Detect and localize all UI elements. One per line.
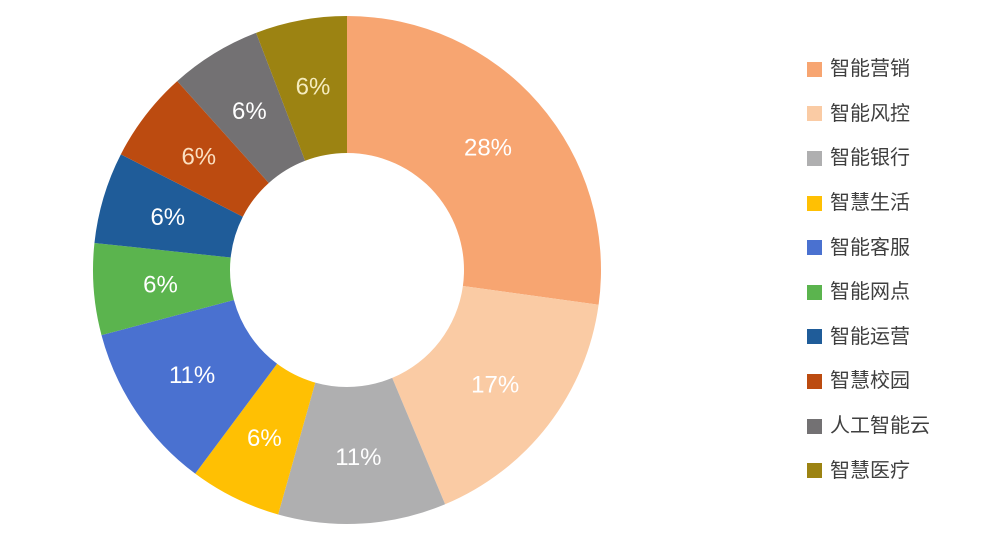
slice-value-label-5: 6% [143,272,178,299]
legend-swatch-icon [807,150,822,166]
legend: 智能营销智能风控智能银行智慧生活智能客服智能网点智能运营智慧校园人工智能云智慧医… [807,47,930,493]
legend-label: 智慧医疗 [830,459,910,482]
legend-label: 智能风控 [830,102,910,125]
pie-slice-4 [101,299,278,474]
pie-slice-6 [94,154,243,258]
legend-item-9: 智慧医疗 [807,448,930,493]
legend-swatch-icon [807,463,822,479]
slice-value-label-8: 6% [232,98,267,125]
legend-swatch-icon [807,284,822,300]
legend-label: 人工智能云 [830,415,930,438]
slice-value-label-4: 11% [169,362,215,389]
legend-item-0: 智能营销 [807,47,930,92]
slice-value-label-7: 6% [181,143,216,170]
pie-slice-2 [278,377,446,524]
pie-slice-8 [177,32,306,183]
legend-label: 智能银行 [830,147,910,170]
legend-label: 智能运营 [830,325,910,348]
legend-label: 智能网点 [830,281,910,304]
slice-value-label-2: 11% [335,444,381,471]
slice-value-label-0: 28% [464,135,512,162]
slice-value-label-9: 6% [296,74,331,101]
legend-swatch-icon [807,106,822,122]
pie-slice-1 [392,286,599,505]
legend-label: 智慧校园 [830,370,910,393]
legend-label: 智能营销 [830,58,910,81]
legend-item-5: 智能网点 [807,270,930,315]
legend-swatch-icon [807,195,822,211]
legend-item-3: 智慧生活 [807,181,930,226]
pie-slice-0 [347,16,601,305]
pie-slice-9 [256,16,347,161]
legend-swatch-icon [807,373,822,389]
slice-value-label-1: 17% [471,371,519,398]
legend-item-7: 智慧校园 [807,359,930,404]
legend-item-8: 人工智能云 [807,404,930,449]
pie-slice-7 [120,81,269,217]
legend-item-1: 智能风控 [807,92,930,137]
legend-item-2: 智能银行 [807,136,930,181]
legend-swatch-icon [807,329,822,345]
legend-label: 智慧生活 [830,192,910,215]
legend-item-6: 智能运营 [807,315,930,360]
legend-item-4: 智能客服 [807,225,930,270]
pie-slice-3 [195,363,316,515]
legend-swatch-icon [807,61,822,77]
slice-value-label-6: 6% [150,204,185,231]
slice-value-label-3: 6% [247,425,282,452]
legend-label: 智能客服 [830,236,910,259]
legend-swatch-icon [807,418,822,434]
legend-swatch-icon [807,240,822,256]
pie-slice-5 [93,242,234,336]
